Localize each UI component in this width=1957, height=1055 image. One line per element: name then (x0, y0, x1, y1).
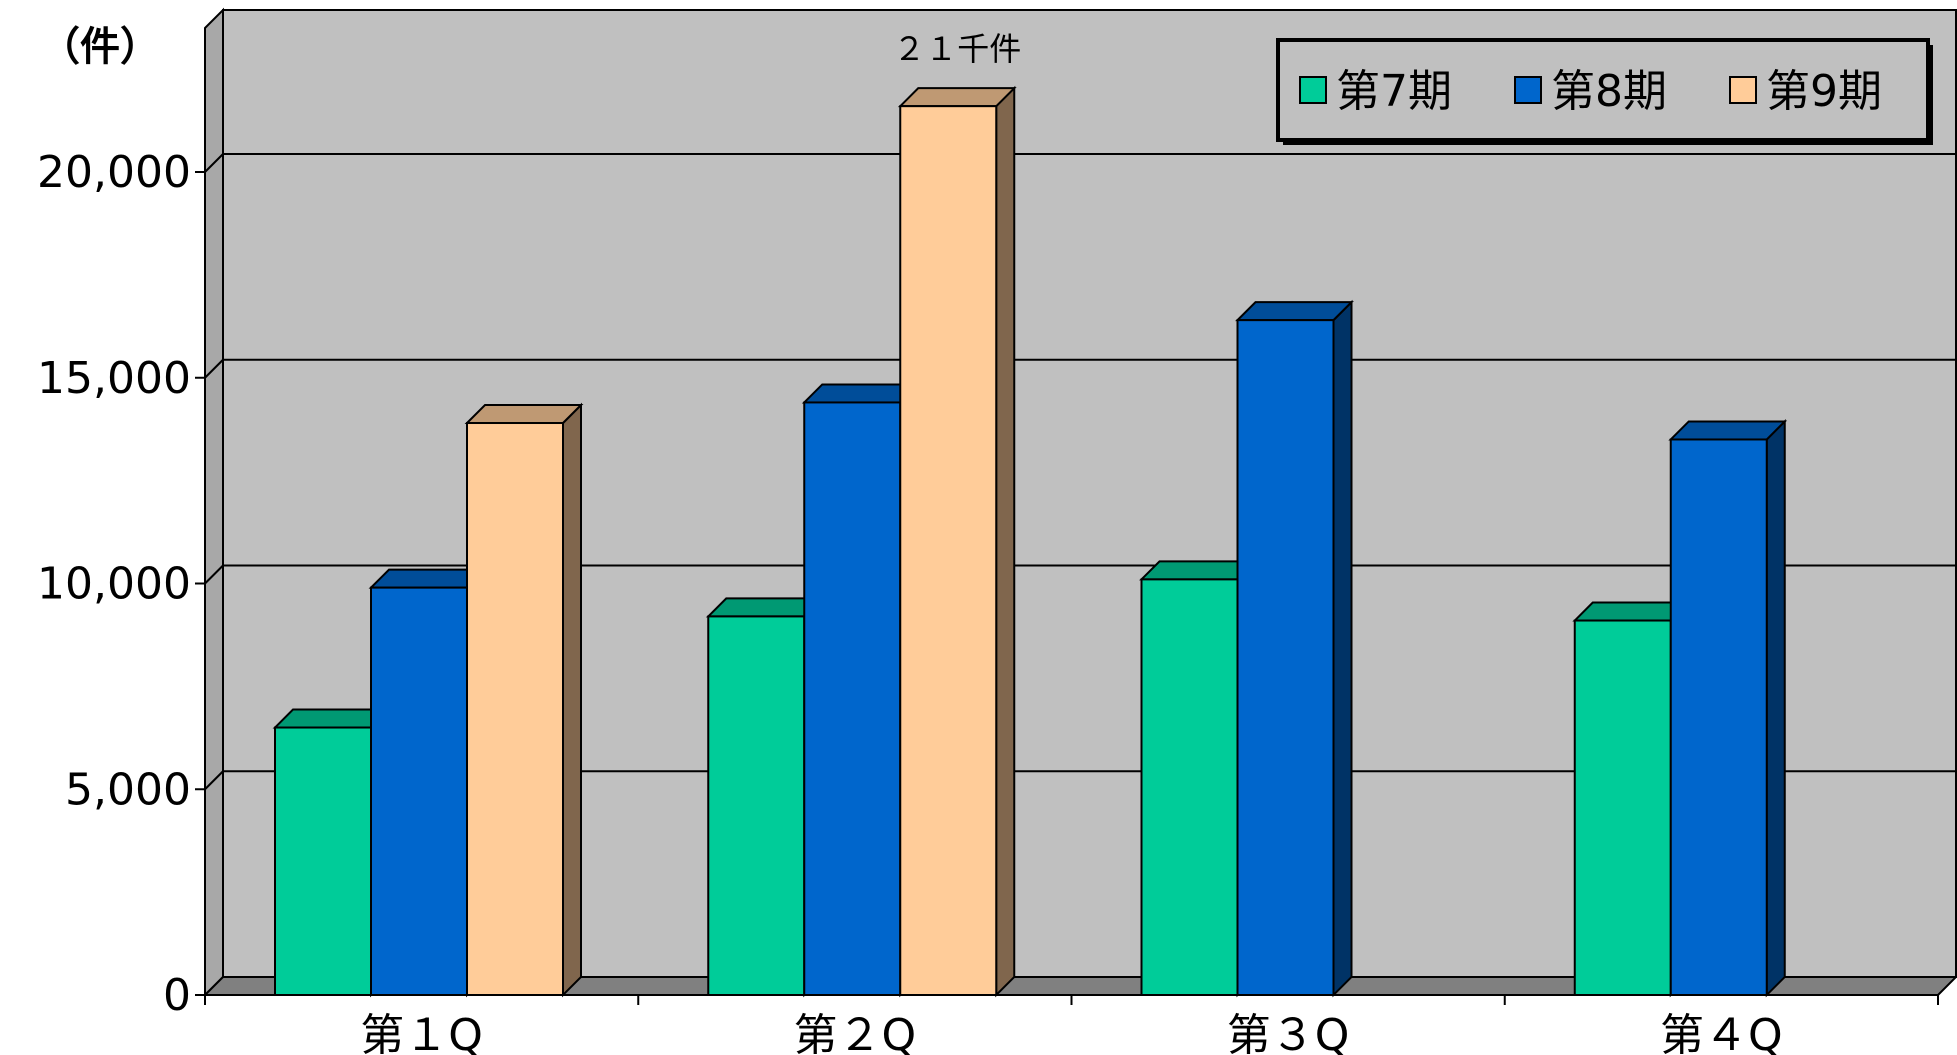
bar (707, 615, 806, 996)
bar-annotation: ２１千件 (893, 30, 1021, 68)
x-tick-label: 第１Q (360, 1010, 483, 1055)
bar (803, 401, 902, 996)
bar (370, 586, 468, 996)
y-tick-label: 0 (163, 970, 191, 1021)
y-tick-label: 5,000 (65, 764, 191, 815)
legend-label: 第9期 (1766, 66, 1882, 117)
bar-top (464, 404, 584, 425)
bar-side (995, 85, 1016, 998)
legend: 第7期 第8期 第9期 (1276, 38, 1933, 145)
gridline-side (204, 153, 224, 173)
bar (1669, 438, 1768, 997)
x-tick-label: 第３Q (1227, 1010, 1350, 1055)
x-tick-label: 第２Q (794, 1010, 917, 1055)
y-tick-label: 20,000 (37, 147, 191, 198)
bar-side (1765, 419, 1786, 998)
legend-box (1276, 38, 1930, 142)
bar-top (1668, 420, 1788, 441)
gridline-side (204, 564, 224, 585)
y-tick-label: 10,000 (37, 559, 191, 610)
bar (1573, 619, 1672, 996)
legend-swatch (1299, 76, 1327, 104)
bar (1236, 319, 1335, 996)
legend-label: 第7期 (1336, 66, 1452, 117)
bar-top (897, 87, 1017, 108)
y-axis-unit-label: （件） (40, 24, 160, 70)
legend-label: 第8期 (1551, 66, 1667, 117)
bar (899, 105, 998, 997)
bar-top (1235, 301, 1354, 322)
gridline-side (204, 770, 224, 790)
y-tick-label: 15,000 (37, 353, 191, 404)
bar (1140, 578, 1239, 996)
bar-side (1332, 299, 1353, 998)
legend-swatch (1514, 76, 1542, 104)
legend-swatch (1729, 76, 1757, 104)
bar (274, 726, 372, 997)
bar-side (562, 402, 582, 998)
bar (466, 422, 564, 996)
axes: 0 5,000 10,000 15,000 20,000 第１Q 第２Q 第３Q 第４Q (37, 28, 1939, 1055)
x-tick-label: 第４Q (1660, 1010, 1783, 1055)
bars (272, 85, 1788, 998)
gridline-side (204, 359, 224, 379)
